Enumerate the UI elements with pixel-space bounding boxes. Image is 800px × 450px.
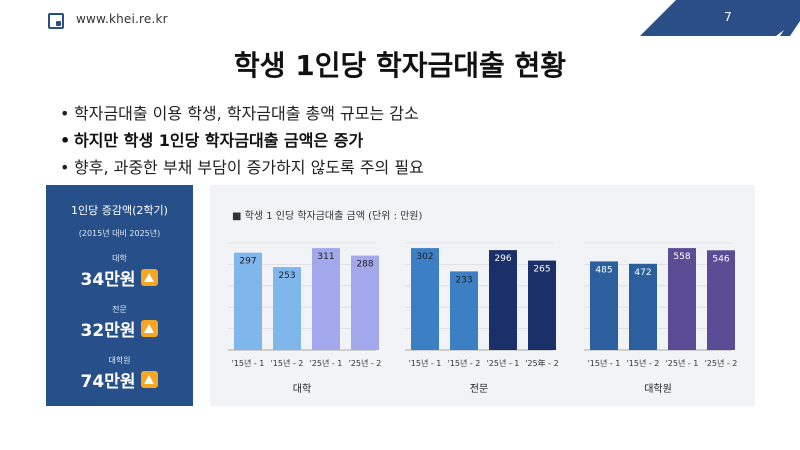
bar: [668, 248, 696, 350]
stat-value: 32만원: [80, 321, 136, 341]
stat-value: 74만원: [80, 372, 136, 392]
bullet-item: 하지만 학생 1인당 학자금대출 금액은 증가: [60, 127, 424, 154]
tick-label: '25년 - 2: [349, 358, 382, 368]
stat-value: 34만원: [80, 270, 136, 290]
group-label: 대학: [293, 383, 311, 395]
data-label: 546: [712, 254, 729, 264]
stat-university: 대학 34만원: [46, 253, 193, 290]
bar: [234, 252, 262, 350]
tick-label: '25년 - 1: [666, 358, 699, 368]
data-label: 296: [494, 254, 511, 264]
data-label: 265: [533, 265, 550, 275]
tick-label: '15년 - 1: [409, 358, 442, 368]
chart-title: ■ 학생 1 인당 학자금대출 금액 (단위 : 만원): [232, 209, 423, 222]
tick-label: '25년 - 1: [487, 358, 520, 368]
stat-graduate: 대학원 74만원: [46, 355, 193, 392]
bar: [629, 263, 657, 350]
summary-subtitle: (2015년 대비 2025년): [78, 229, 161, 238]
bar: [489, 250, 517, 350]
logo-icon: [48, 13, 64, 29]
bar: [450, 271, 478, 350]
stripe-1: [748, 0, 782, 36]
tick-label: '15년 - 1: [232, 358, 265, 368]
bar: [590, 261, 618, 350]
summary-panel: 1인당 증감액(2학기) (2015년 대비 2025년) 대학 34만원 전문…: [46, 185, 193, 406]
stat-label: 대학원: [108, 356, 131, 365]
stat-label: 전문: [112, 305, 127, 314]
tick-label: '25년 - 1: [310, 358, 343, 368]
stripe-2: [764, 0, 798, 36]
page-title: 학생 1인당 학자금대출 현황: [233, 49, 567, 82]
tick-label: '15년 - 2: [627, 358, 660, 368]
data-label: 302: [416, 252, 433, 262]
data-label: 297: [239, 257, 256, 267]
header-stripes: [640, 0, 800, 36]
stat-college: 전문 32만원: [46, 304, 193, 341]
bullet-item: 향후, 과중한 부채 부담이 증가하지 않도록 주의 필요: [60, 154, 424, 181]
bar: [312, 248, 340, 350]
up-arrow-icon: [141, 269, 159, 286]
up-arrow-icon: [141, 371, 159, 388]
data-label: 472: [634, 268, 651, 278]
bar: [528, 260, 556, 350]
tick-label: '15년 - 2: [271, 358, 304, 368]
stripe-3: [780, 6, 800, 36]
bar-chart: ■ 학생 1 인당 학자금대출 금액 (단위 : 만원) 297 '15년 - 1 2…: [228, 209, 738, 395]
data-label: 233: [455, 275, 472, 285]
bar: [273, 267, 301, 350]
data-label: 253: [278, 271, 295, 281]
bar: [707, 250, 735, 350]
data-label: 288: [356, 260, 373, 270]
data-label: 311: [317, 252, 334, 262]
bar: [411, 248, 439, 350]
data-label: 485: [595, 265, 612, 275]
stat-label: 대학: [112, 254, 127, 263]
bullet-list: 학자금대출 이용 학생, 학자금대출 총액 규모는 감소 하지만 학생 1인당 …: [60, 100, 424, 181]
bullet-item: 학자금대출 이용 학생, 학자금대출 총액 규모는 감소: [60, 100, 424, 127]
up-arrow-icon: [141, 320, 159, 337]
tick-label: '25年 - 2: [525, 358, 558, 368]
site-url[interactable]: www.khei.re.kr: [76, 12, 168, 26]
page-number: 7: [724, 10, 732, 24]
bar: [351, 255, 379, 350]
data-label: 558: [673, 252, 690, 262]
group-label: 전문: [470, 383, 488, 395]
tick-label: '15년 - 1: [588, 358, 621, 368]
header: www.khei.re.kr 7: [0, 0, 800, 36]
tick-label: '15년 - 2: [448, 358, 481, 368]
chart-panel: ■ 학생 1 인당 학자금대출 금액 (단위 : 만원) 297 '15년 - 1 2…: [210, 185, 755, 406]
summary-title: 1인당 증감액(2학기): [71, 204, 168, 217]
tick-label: '25년 - 2: [705, 358, 738, 368]
group-label: 대학원: [644, 383, 672, 395]
